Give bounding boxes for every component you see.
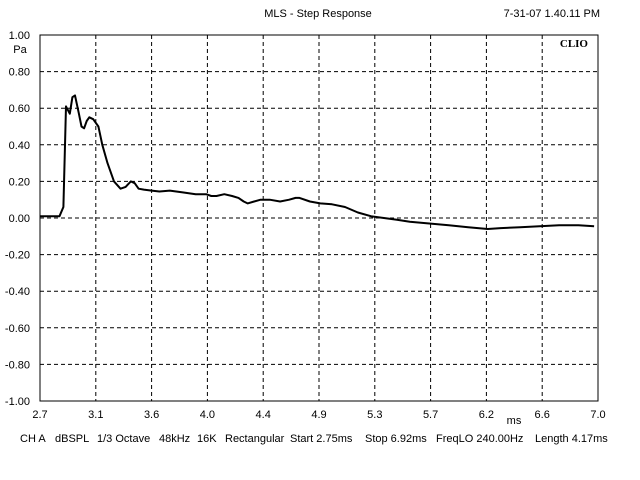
x-tick-label: 5.3 [367, 409, 382, 421]
x-tick-label: 6.6 [535, 409, 550, 421]
footer-item: CH A [20, 433, 46, 445]
y-tick-label: 0.80 [9, 67, 30, 79]
clio-brand: CLIO [560, 38, 589, 50]
footer-item: 1/3 Octave [97, 433, 150, 445]
y-tick-label: -0.60 [5, 323, 30, 335]
footer-item: Length 4.17ms [535, 433, 608, 445]
x-tick-label: 6.2 [479, 409, 494, 421]
footer-item: dBSPL [55, 433, 89, 445]
chart-title: MLS - Step Response [264, 8, 372, 20]
x-tick-label: 7.0 [590, 409, 605, 421]
x-tick-label: 4.9 [311, 409, 326, 421]
x-axis-label: ms [507, 415, 522, 427]
timestamp: 7-31-07 1.40.11 PM [504, 8, 600, 20]
grid-lines [40, 35, 598, 401]
y-tick-label: 0.20 [9, 176, 30, 188]
x-tick-label: 4.4 [256, 409, 271, 421]
footer-item: Start 2.75ms [290, 433, 353, 445]
y-tick-label: 0.40 [9, 140, 30, 152]
x-tick-label: 5.7 [423, 409, 438, 421]
footer-item: 16K [197, 433, 217, 445]
x-tick-labels: 2.7 3.1 3.6 4.0 4.4 4.9 5.3 5.7 6.2 6.6 7.0 [32, 409, 605, 421]
y-tick-labels: 1.00 0.80 0.60 0.40 0.20 0.00 -0.20 -0.40 -0.60 -… [5, 30, 30, 408]
y-tick-label: -0.20 [5, 250, 30, 262]
footer-item: Rectangular [225, 433, 285, 445]
x-tick-label: 3.6 [144, 409, 159, 421]
footer-item: 48kHz [159, 433, 190, 445]
x-tick-label: 4.0 [200, 409, 215, 421]
y-tick-label: -0.80 [5, 359, 30, 371]
y-tick-label: -1.00 [5, 396, 30, 408]
x-tick-label: 3.1 [88, 409, 103, 421]
footer-item: Stop 6.92ms [365, 433, 427, 445]
series-layer [40, 94, 595, 230]
y-tick-label: -0.40 [5, 286, 30, 298]
step-response-line [40, 94, 595, 230]
footer-item: FreqLO 240.00Hz [436, 433, 523, 445]
x-tick-label: 2.7 [32, 409, 47, 421]
y-tick-label: 0.00 [9, 213, 30, 225]
status-footer: CH A dBSPL 1/3 Octave 48kHz 16K Rectangular St… [20, 433, 608, 445]
plot-frame [39, 34, 599, 402]
y-tick-label: 1.00 [9, 30, 30, 42]
y-axis-label: Pa [13, 44, 27, 56]
y-tick-label: 0.60 [9, 103, 30, 115]
